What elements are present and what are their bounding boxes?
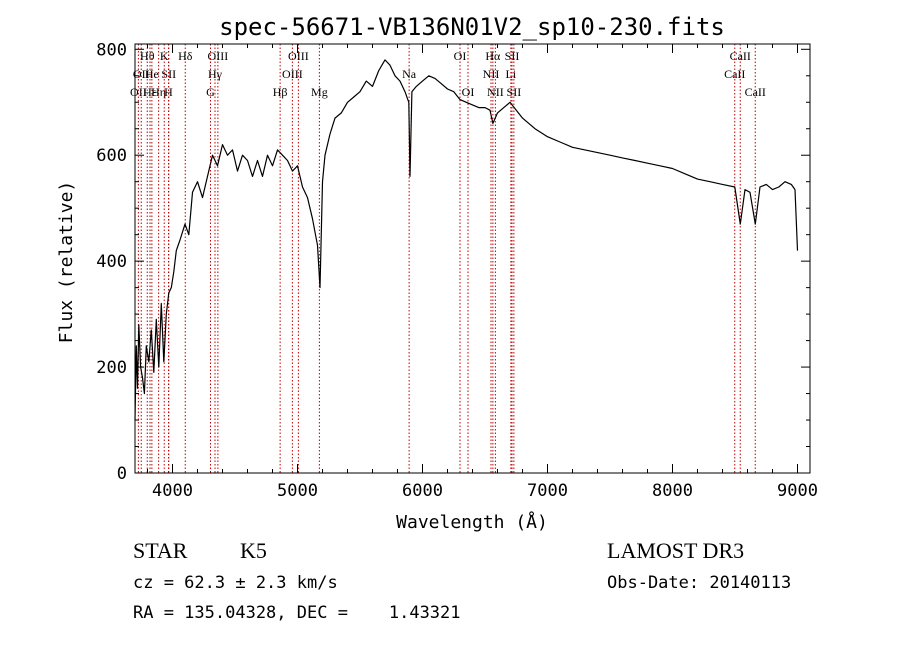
object-class: STAR — [133, 538, 188, 563]
x-tick-label: 7000 — [527, 481, 568, 501]
line-marker-label: OIII — [288, 49, 309, 63]
line-marker-label: Hη — [151, 85, 166, 99]
x-tick-label: 4000 — [152, 481, 193, 501]
line-marker-label: OI — [462, 85, 475, 99]
coords-text: RA = 135.04328, DEC = 1.43321 — [133, 603, 461, 623]
line-marker-label: Hθ — [140, 49, 155, 63]
obs-date-text: Obs-Date: 20140113 — [607, 573, 792, 593]
x-tick-label: 8000 — [652, 481, 693, 501]
subclass: K5 — [240, 538, 267, 563]
line-marker-label: Hγ — [208, 67, 223, 81]
line-marker-label: CaII — [724, 67, 745, 81]
y-tick-label: 600 — [96, 146, 127, 166]
line-marker-label: Hδ — [178, 49, 193, 63]
plot-area — [134, 59, 799, 421]
line-marker-label: SII — [505, 49, 520, 63]
line-marker-label: OII — [133, 67, 150, 81]
line-marker-label: Na — [402, 67, 417, 81]
line-marker-label: He — [145, 67, 159, 81]
x-tick-label: 9000 — [777, 481, 818, 501]
line-marker-label: Hε — [143, 85, 157, 99]
line-marker-label: CaII — [745, 85, 766, 99]
line-markers: OII OII Hθ Hε He Hη K SII H Hδ G Hγ OIII Hβ OIII OIII Mg… — [130, 44, 766, 473]
line-marker-label: SII — [161, 67, 176, 81]
line-marker-label: OI — [454, 49, 467, 63]
y-tick-label: 0 — [117, 464, 127, 484]
line-marker-label: OII — [130, 85, 147, 99]
chart-title: spec-56671-VB136N01V2_sp10-230.fits — [219, 13, 725, 41]
line-marker-label: Mg — [311, 85, 328, 99]
line-marker-label: H — [164, 85, 173, 99]
y-tick-label: 200 — [96, 358, 127, 378]
line-marker-label: Li — [506, 67, 517, 81]
x-tick-label: 5000 — [277, 481, 318, 501]
spectrum-line — [134, 59, 799, 421]
line-marker-label: CaII — [730, 49, 751, 63]
y-tick-label: 400 — [96, 252, 127, 272]
axes: 4000 5000 6000 7000 8000 9000 0 200 400 600 800 — [96, 40, 818, 501]
y-axis-label: Flux (relative) — [56, 181, 77, 344]
line-marker-label: OIII — [282, 67, 303, 81]
line-marker-label: Hα — [485, 49, 501, 63]
line-marker-label: NII — [483, 67, 500, 81]
axis-frame — [134, 43, 811, 474]
line-marker-label: SII — [507, 85, 522, 99]
survey-name: LAMOST DR3 — [607, 538, 745, 563]
y-tick-label: 800 — [96, 40, 127, 60]
x-axis-label: Wavelength (Å) — [396, 511, 548, 533]
redshift-text: cz = 62.3 ± 2.3 km/s — [133, 573, 338, 593]
x-tick-label: 6000 — [402, 481, 443, 501]
line-marker-label: OIII — [208, 49, 229, 63]
line-marker-label: Hβ — [273, 85, 288, 99]
line-marker-label: NII — [487, 85, 504, 99]
line-marker-label: G — [206, 85, 215, 99]
line-marker-label: K — [160, 49, 169, 63]
